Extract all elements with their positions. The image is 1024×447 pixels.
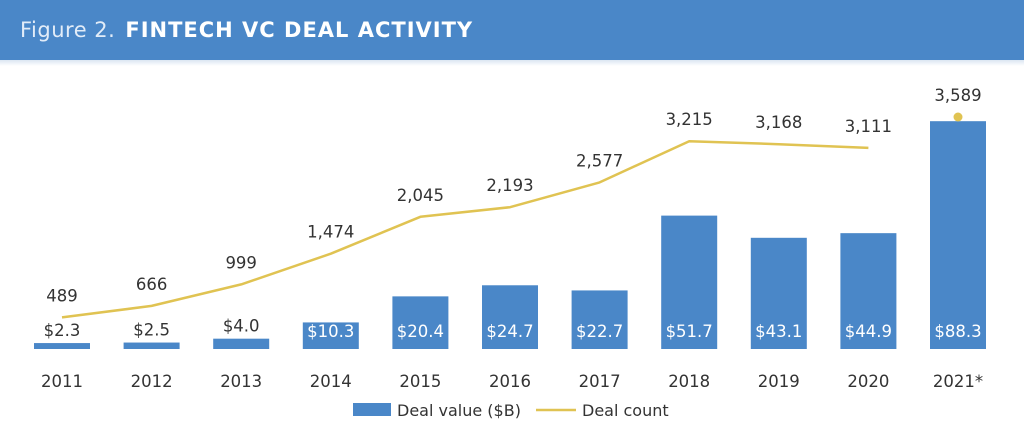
deal-count-label-2016: 2,193 bbox=[486, 176, 533, 195]
deal-count-line bbox=[61, 139, 869, 319]
bar-value-label-2015: $20.4 bbox=[397, 322, 444, 341]
deal-count-label-2014: 1,474 bbox=[307, 223, 354, 242]
legend-swatch-deal-value bbox=[353, 403, 391, 416]
x-tick-label-2018: 2018 bbox=[668, 372, 710, 391]
x-tick-label-2021*: 2021* bbox=[933, 372, 983, 391]
bar-2015 bbox=[392, 296, 449, 349]
deal-count-label-2013: 999 bbox=[225, 253, 257, 272]
legend-label-deal-value: Deal value ($B) bbox=[397, 401, 521, 420]
deal-count-label-2011: 489 bbox=[46, 286, 78, 305]
bar-2011 bbox=[34, 343, 90, 349]
bar-value-label-2016: $24.7 bbox=[486, 322, 533, 341]
bar-value-label-2012: $2.5 bbox=[133, 321, 170, 340]
legend-label-deal-count: Deal count bbox=[582, 401, 669, 420]
deal-count-label-2021*: 3,589 bbox=[934, 86, 981, 105]
deal-count-label-2019: 3,168 bbox=[755, 113, 802, 132]
x-tick-label-2016: 2016 bbox=[489, 372, 531, 391]
bar-value-label-2014: $10.3 bbox=[307, 322, 354, 341]
figure-header: Figure 2. FINTECH VC DEAL ACTIVITY bbox=[0, 0, 1024, 60]
bar-value-label-2021*: $88.3 bbox=[934, 322, 981, 341]
deal-count-label-2018: 3,215 bbox=[666, 110, 713, 129]
x-tick-label-2012: 2012 bbox=[131, 372, 173, 391]
bar-value-label-2019: $43.1 bbox=[755, 322, 802, 341]
figure-label: Figure 2. bbox=[20, 18, 116, 42]
bar-value-label-2017: $22.7 bbox=[576, 322, 623, 341]
deal-count-label-2015: 2,045 bbox=[397, 186, 444, 205]
bar-value-label-2018: $51.7 bbox=[666, 322, 713, 341]
figure-title: FINTECH VC DEAL ACTIVITY bbox=[125, 18, 474, 42]
bar-value-label-2020: $44.9 bbox=[845, 322, 892, 341]
x-tick-label-2014: 2014 bbox=[310, 372, 352, 391]
bar-2018 bbox=[661, 215, 718, 349]
deal-count-label-2020: 3,111 bbox=[845, 117, 892, 136]
bar-2012 bbox=[123, 342, 180, 349]
bar-2017 bbox=[571, 290, 628, 349]
x-tick-label-2017: 2017 bbox=[579, 372, 621, 391]
bar-value-label-2011: $2.3 bbox=[44, 321, 81, 340]
deal-count-point-2021* bbox=[953, 112, 963, 122]
x-tick-label-2011: 2011 bbox=[41, 372, 83, 391]
bar-2013 bbox=[213, 338, 270, 349]
header-shadow bbox=[0, 60, 1024, 66]
bar-value-label-2013: $4.0 bbox=[223, 317, 260, 336]
bar-2021* bbox=[930, 121, 986, 349]
bar-2016 bbox=[482, 285, 538, 349]
bar-2014 bbox=[302, 322, 359, 349]
x-tick-label-2013: 2013 bbox=[220, 372, 262, 391]
x-tick-label-2015: 2015 bbox=[399, 372, 441, 391]
deal-count-label-2012: 666 bbox=[136, 275, 168, 294]
x-tick-label-2019: 2019 bbox=[758, 372, 800, 391]
bar-2019 bbox=[750, 237, 807, 349]
x-tick-label-2020: 2020 bbox=[847, 372, 889, 391]
bar-2020 bbox=[840, 233, 897, 349]
deal-count-label-2017: 2,577 bbox=[576, 151, 623, 170]
